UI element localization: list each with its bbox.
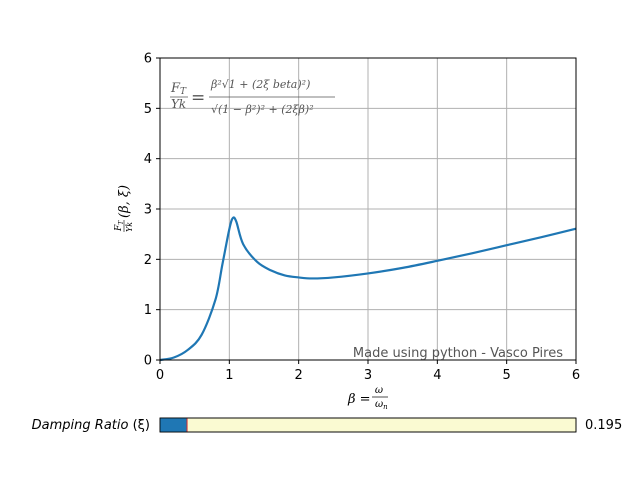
x-tick-label: 1: [225, 368, 233, 383]
credit-annotation: Made using python - Vasco Pires: [353, 346, 563, 361]
x-tick-label: 2: [295, 368, 303, 383]
x-tick-label: 4: [433, 368, 441, 383]
slider-label-italic: Damping Ratio: [32, 418, 129, 433]
x-tick-label: 6: [572, 368, 580, 383]
x-axis-label-prefix: β =: [347, 392, 371, 407]
x-axis-label-den-sub: n: [383, 403, 388, 411]
y-tick-label: 1: [144, 303, 152, 318]
series-line: [159, 216, 577, 362]
y-axis-label: FT Yk (β, ξ): [114, 185, 134, 232]
y-tick-label: 4: [144, 152, 152, 167]
y-axis-label-num-sub: T: [118, 220, 125, 225]
y-axis-label-tail: (β, ξ): [117, 185, 132, 218]
y-axis-label-den: Yk: [125, 222, 134, 232]
slider-label: Damping Ratio (ξ): [32, 418, 150, 433]
svg-text:ωn: ωn: [375, 399, 388, 411]
x-tick-label: 3: [364, 368, 372, 383]
x-axis-ticks: 0 1 2 3 4 5 6: [156, 360, 580, 383]
y-tick-label: 2: [144, 253, 152, 268]
x-axis-label-den: ω: [375, 399, 383, 410]
formula-rhs-num: β²√1 + (2ξ beta)²): [210, 78, 310, 91]
y-tick-label: 3: [144, 203, 152, 218]
y-tick-label: 5: [144, 102, 152, 117]
formula-eq: =: [191, 88, 205, 108]
x-tick-label: 5: [503, 368, 511, 383]
svg-text:FT: FT: [170, 81, 187, 97]
svg-text:FT: FT: [114, 220, 125, 232]
y-tick-label: 0: [144, 354, 152, 369]
slider-track[interactable]: [159, 417, 577, 433]
x-axis-label: β = ω ωn: [347, 385, 388, 411]
y-tick-label: 6: [144, 52, 152, 67]
formula-lhs-num-sub: T: [180, 87, 187, 97]
formula-annotation: FT Yk = β²√1 + (2ξ beta)²) √(1 − β²)² + …: [170, 78, 335, 116]
slider-fill: [160, 418, 188, 432]
slider-label-symbol: (ξ): [133, 418, 150, 433]
formula-lhs-num: F: [170, 81, 181, 96]
x-tick-label: 0: [156, 368, 164, 383]
damping-ratio-slider-group: Damping Ratio (ξ) 0.195: [32, 417, 622, 433]
formula-lhs-den: Yk: [171, 97, 186, 111]
slider-value: 0.195: [585, 418, 622, 433]
y-axis-ticks: 0 1 2 3 4 5 6: [144, 52, 160, 369]
y-axis-label-num: F: [114, 224, 124, 232]
x-axis-label-num: ω: [375, 385, 383, 396]
formula-rhs-den: √(1 − β²)² + (2ξβ)²: [211, 103, 314, 116]
slider-border: [159, 417, 577, 433]
